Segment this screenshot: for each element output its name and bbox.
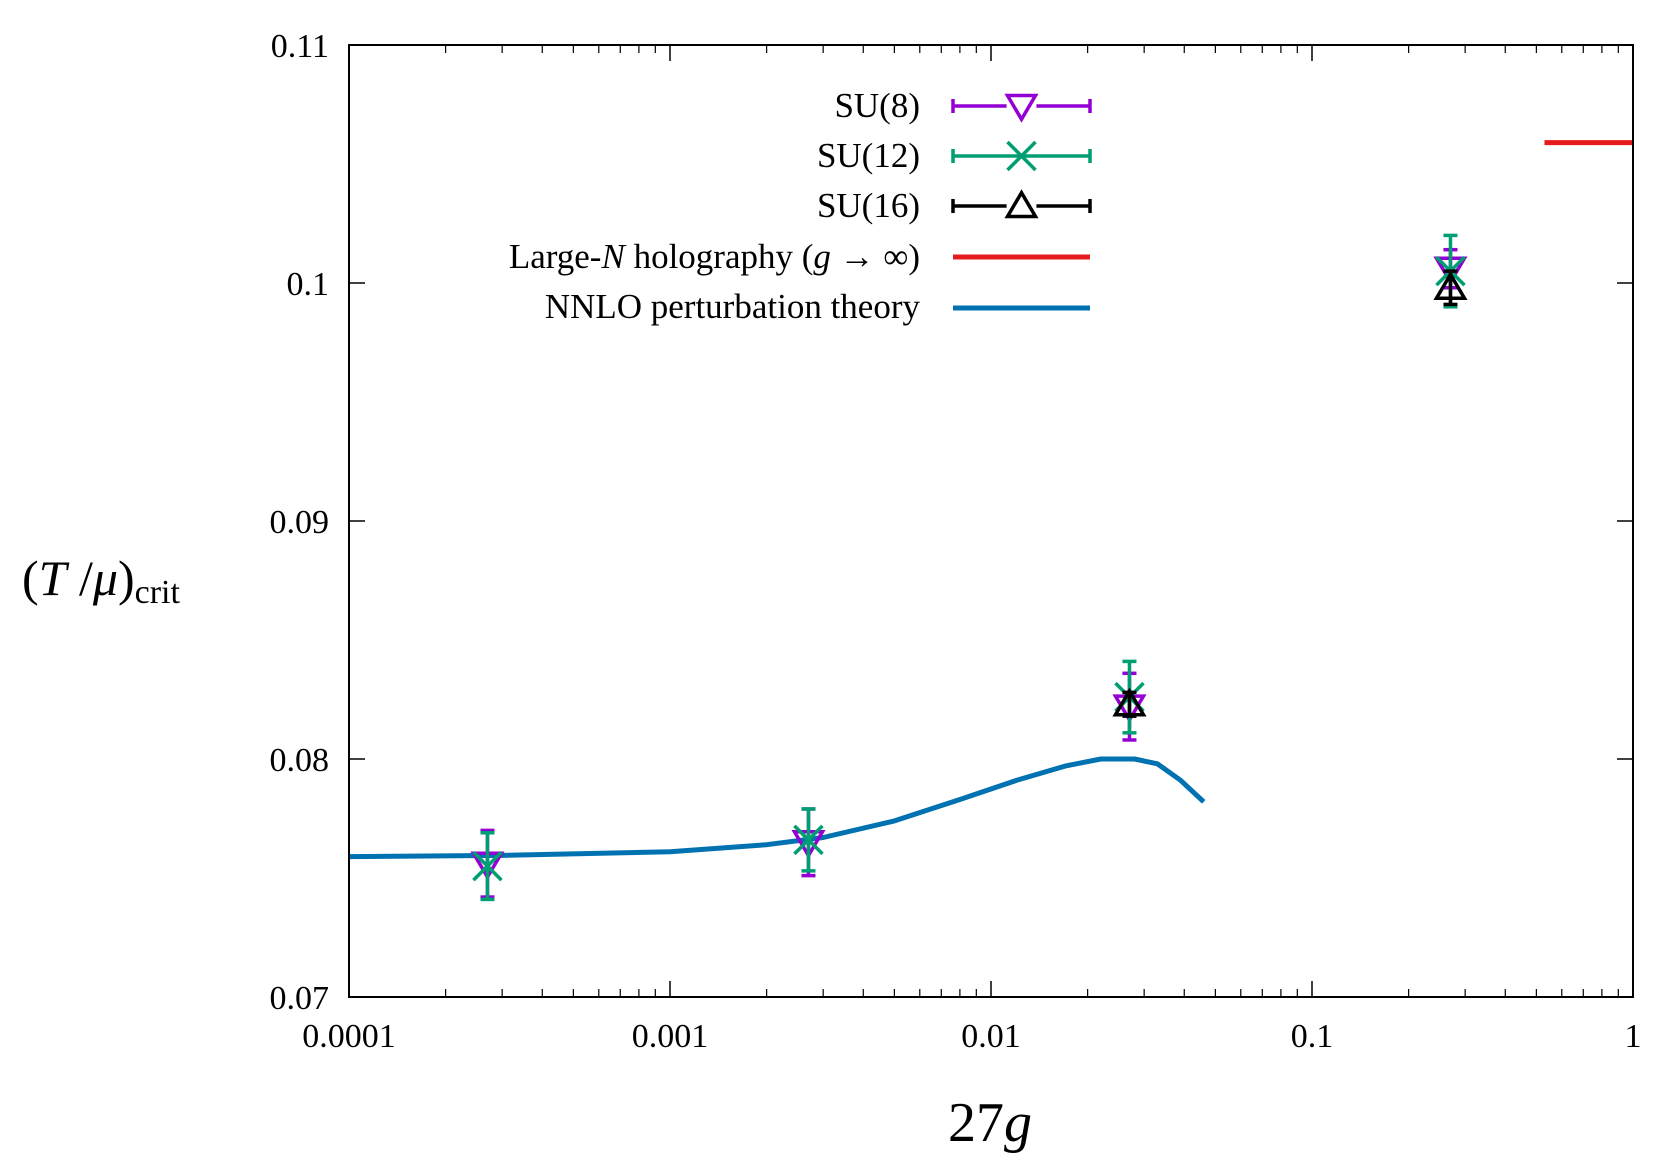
- legend-swatch-su12: [951, 140, 1092, 172]
- legend-entry-holography: Large-N holography (g → ∞): [509, 237, 1090, 276]
- plot-area: [349, 140, 1633, 902]
- x-tick-label: 0.0001: [302, 1018, 396, 1055]
- legend-label-perturbation: NNLO perturbation theory: [545, 287, 921, 326]
- legend-entry-su8: SU(8): [834, 86, 1092, 125]
- y-tick-label: 0.09: [270, 504, 330, 541]
- legend-swatch-su8: [951, 91, 1092, 123]
- plot-frame: [348, 44, 1634, 998]
- legend-label-su16: SU(16): [817, 186, 920, 225]
- legend-label-su8: SU(8): [834, 86, 920, 125]
- y-tick-label: 0.08: [270, 742, 330, 779]
- legend-swatch-su16: [951, 189, 1092, 221]
- legend-marker: [1006, 140, 1037, 172]
- data-point-stroke: [472, 850, 503, 882]
- series-SU(16): [1112, 269, 1468, 718]
- legend-label-holography: Large-N holography (g → ∞): [509, 237, 920, 276]
- legend: SU(8) SU(12) SU(16) Large-N holography (…: [509, 86, 1092, 326]
- x-axis-label: 27g: [948, 1092, 1032, 1154]
- y-tick-label: 0.1: [287, 266, 330, 303]
- tick-labels: 0.0001 0.001 0.01 0.1 10.070.080.090.10.11: [270, 28, 1642, 1055]
- legend-entry-perturbation: NNLO perturbation theory: [545, 287, 1090, 326]
- legend-marker-bg: [1006, 191, 1037, 221]
- legend-label-su12: SU(12): [817, 136, 920, 175]
- x-tick-label: 1: [1625, 1018, 1642, 1055]
- y-tick-label: 0.11: [271, 28, 329, 65]
- legend-marker-bg: [1006, 91, 1037, 121]
- legend-marker-stroke: [1006, 140, 1037, 172]
- perturbation-curve: [349, 756, 1206, 860]
- series-SU(12): [472, 233, 1466, 902]
- legend-marker: [1004, 93, 1039, 123]
- data-point: [1112, 687, 1147, 717]
- x-tick-label: 0.01: [961, 1018, 1021, 1055]
- data-point: [472, 850, 503, 882]
- legend-entry-su16: SU(16): [817, 186, 1092, 225]
- y-axis-label: (T /μ)crit: [22, 550, 181, 611]
- y-tick-label: 0.07: [270, 980, 330, 1017]
- data-point: [1433, 271, 1468, 301]
- legend-marker: [1004, 189, 1039, 219]
- data-point-stroke: [793, 824, 824, 856]
- x-tick-label: 0.001: [632, 1018, 709, 1055]
- legend-entry-su12: SU(12): [817, 136, 1092, 175]
- data-point: [793, 824, 824, 856]
- x-tick-label: 0.1: [1291, 1018, 1334, 1055]
